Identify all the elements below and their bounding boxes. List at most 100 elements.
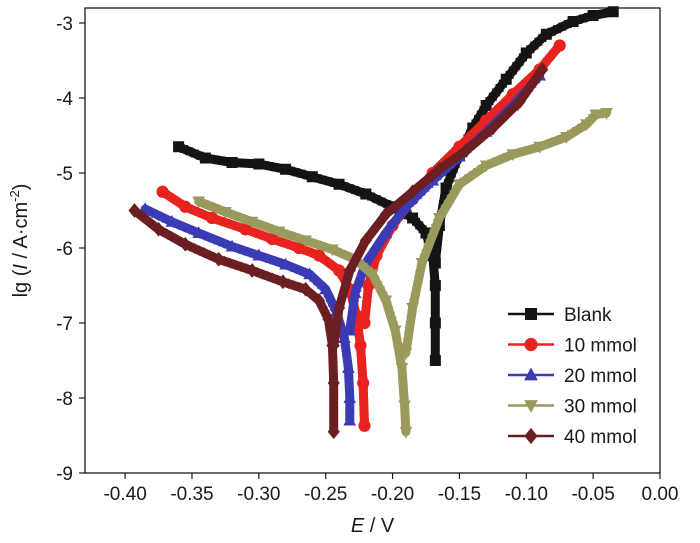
data-point	[242, 263, 251, 275]
data-point	[243, 246, 253, 256]
data-point	[412, 281, 422, 291]
data-point	[226, 157, 238, 168]
data-point	[472, 168, 482, 177]
data-point	[399, 199, 413, 212]
data-point	[270, 163, 279, 172]
data-point	[329, 393, 339, 405]
data-point	[324, 177, 333, 186]
legend-label: 20 mmol	[564, 366, 637, 387]
data-point	[322, 311, 335, 327]
x-axis-title: E / V	[351, 515, 395, 537]
data-point	[358, 316, 371, 330]
data-point	[343, 391, 357, 403]
data-point	[388, 325, 402, 338]
data-point	[515, 57, 524, 66]
data-point	[354, 278, 364, 287]
data-point	[524, 400, 538, 413]
data-point	[217, 156, 226, 165]
data-point	[239, 223, 252, 236]
data-point	[406, 184, 419, 200]
data-point	[345, 404, 355, 413]
data-point	[355, 273, 366, 282]
legend-item-10-mmol: 10 mmol	[508, 336, 637, 357]
data-point	[306, 171, 318, 183]
data-point	[394, 210, 404, 220]
data-point	[403, 338, 413, 347]
data-point	[354, 339, 367, 352]
legend-label: 40 mmol	[564, 427, 637, 448]
data-point	[348, 304, 358, 313]
data-point	[279, 257, 292, 270]
data-point	[346, 314, 356, 324]
data-point	[429, 355, 441, 366]
data-point	[321, 309, 331, 320]
data-point	[553, 39, 566, 52]
data-point	[377, 197, 386, 206]
data-point	[165, 214, 179, 227]
y-tick-label: -5	[56, 164, 73, 185]
x-tick-label: -0.40	[103, 484, 146, 505]
plot-frame	[84, 7, 661, 474]
data-point	[433, 213, 446, 225]
data-point	[219, 255, 229, 267]
data-point	[508, 66, 517, 75]
y-axis-title: lg (I / A·cm-2)	[7, 184, 32, 298]
data-point	[343, 413, 357, 426]
data-point	[433, 242, 442, 251]
data-point	[475, 133, 484, 145]
data-point	[500, 73, 512, 85]
data-point	[329, 388, 339, 400]
data-point	[316, 299, 326, 311]
data-point	[358, 419, 371, 432]
data-point	[457, 148, 467, 160]
data-point	[348, 286, 362, 298]
data-point	[327, 375, 340, 391]
data-point	[366, 269, 379, 282]
data-point	[350, 255, 360, 266]
data-point	[373, 281, 383, 290]
data-point	[392, 337, 402, 347]
data-point	[431, 340, 440, 349]
data-point	[357, 376, 370, 390]
data-point	[399, 426, 413, 439]
data-point	[156, 185, 169, 198]
data-point	[466, 141, 475, 153]
data-point	[587, 10, 599, 21]
data-point	[589, 109, 603, 122]
data-point	[463, 174, 473, 183]
data-point	[431, 292, 440, 301]
x-tick-label: -0.10	[505, 484, 548, 505]
data-point	[440, 194, 449, 203]
data-point	[567, 16, 579, 27]
data-point	[368, 226, 377, 238]
data-point	[319, 175, 328, 184]
data-point	[524, 367, 538, 381]
x-axis-title-unit: / V	[364, 515, 395, 537]
data-point	[325, 324, 335, 336]
data-point	[266, 232, 279, 246]
legend-item-40-mmol: 40 mmol	[508, 427, 637, 448]
data-point	[400, 412, 410, 421]
data-point	[453, 179, 466, 192]
data-point	[407, 310, 417, 319]
data-point	[600, 108, 613, 120]
data-point	[599, 9, 608, 18]
data-point	[150, 220, 159, 232]
data-point	[433, 237, 442, 246]
data-point	[203, 231, 213, 241]
data-point	[342, 353, 352, 362]
data-point	[379, 295, 393, 308]
data-point	[449, 164, 458, 173]
legend-label: 30 mmol	[564, 397, 637, 418]
data-point	[429, 280, 441, 291]
data-point	[359, 233, 372, 248]
data-point	[199, 152, 211, 164]
data-point	[332, 318, 342, 330]
data-point	[238, 245, 248, 254]
y-tick-label: -8	[56, 389, 73, 410]
data-point	[332, 264, 346, 277]
data-point	[406, 303, 419, 315]
data-point	[540, 28, 552, 40]
data-point	[404, 326, 414, 336]
data-point	[151, 209, 161, 218]
